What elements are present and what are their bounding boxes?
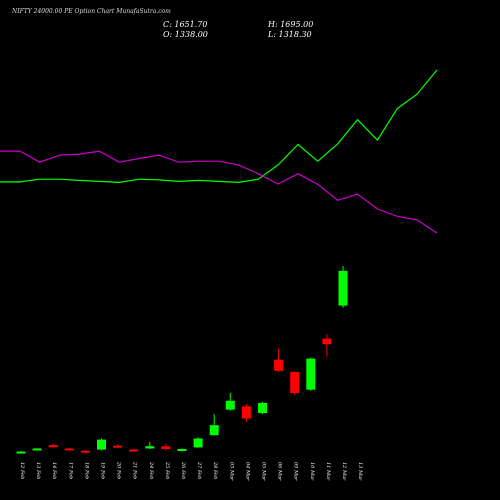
x-tick-label: 26 Feb — [180, 461, 186, 479]
candle-body — [306, 358, 316, 390]
candle-body — [322, 338, 332, 345]
candle-body — [290, 371, 300, 393]
candle-body — [48, 445, 58, 448]
candle-body — [338, 270, 348, 306]
candle-body — [209, 425, 219, 436]
candle-body — [113, 445, 123, 448]
candle-body — [225, 400, 235, 410]
x-tick-label: 17 Feb — [67, 462, 73, 479]
candle-body — [97, 439, 106, 450]
x-tick-label: 04 Mar — [244, 462, 250, 481]
chart-title: NIFTY 24000.00 PE Option Chart MunafaSut… — [12, 8, 171, 15]
high-value: H: 1695.00 — [268, 20, 314, 29]
x-tick-label: 12 Mar — [341, 462, 347, 481]
candle-body — [145, 446, 155, 449]
open-value: O: 1338.00 — [163, 30, 208, 39]
candle-body — [193, 438, 203, 448]
x-tick-label: 25 Feb — [164, 461, 170, 479]
x-tick-label: 20 Feb — [116, 461, 122, 479]
candle-body — [241, 406, 251, 419]
candle-body — [258, 402, 267, 413]
close-value: C: 1651.70 — [163, 20, 208, 29]
x-tick-label: 05 Mar — [261, 462, 267, 481]
candle-body — [177, 449, 187, 452]
candle-body — [161, 446, 171, 450]
x-tick-label: 03 Mar — [228, 462, 234, 481]
candle-body — [129, 449, 139, 452]
x-tick-label: 13 Feb — [35, 462, 41, 479]
x-tick-label: 13 Mar — [357, 462, 363, 481]
x-tick-label: 10 Mar — [309, 462, 315, 481]
x-tick-label: 28 Feb — [212, 461, 218, 479]
magenta-line-series — [0, 150, 438, 234]
x-tick-label: 18 Feb — [83, 462, 89, 479]
x-tick-label: 19 Feb — [100, 462, 106, 479]
low-value: L: 1318.30 — [268, 30, 312, 39]
x-tick-label: 06 Mar — [277, 462, 283, 481]
x-tick-label: 09 Mar — [293, 462, 299, 481]
green-line-series — [0, 69, 438, 184]
candle-body — [32, 448, 42, 451]
x-tick-label: 12 Feb — [19, 462, 25, 479]
x-tick-label: 21 Feb — [132, 461, 138, 479]
candle-body — [64, 448, 74, 451]
x-tick-label: 27 Feb — [196, 461, 202, 479]
x-tick-label: 11 Mar — [325, 462, 331, 481]
candle-body — [80, 450, 90, 453]
candle-body — [16, 451, 26, 454]
x-tick-label: 14 Feb — [51, 462, 57, 479]
x-tick-label: 24 Feb — [148, 461, 154, 479]
candle-body — [274, 359, 284, 371]
